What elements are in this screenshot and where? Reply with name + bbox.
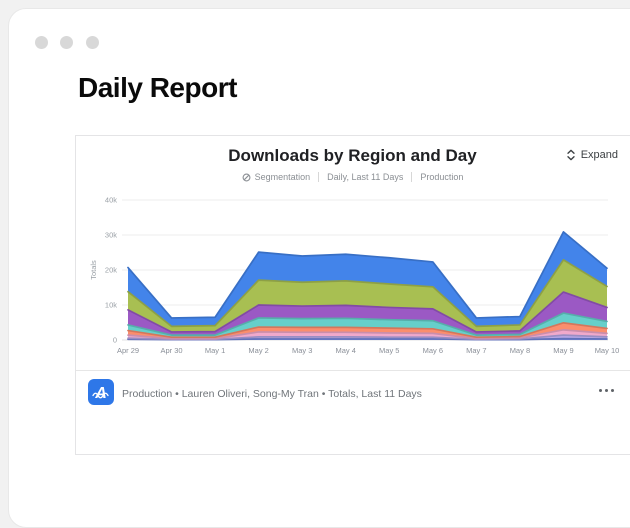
- expand-collapse-icon: [566, 149, 575, 161]
- chart-subtitle: Segmentation Daily, Last 11 Days Product…: [75, 172, 630, 182]
- more-menu-button[interactable]: [599, 389, 614, 392]
- window-control-dot: [86, 36, 99, 49]
- report-footer: A Production • Lauren Oliveri, Song-My T…: [76, 370, 630, 412]
- downloads-chart[interactable]: 0 10k 20k 30k 40k Totals Apr 29 Apr 30 May 1 May …: [86, 193, 620, 363]
- svg-text:May 5: May 5: [379, 346, 399, 355]
- svg-text:Totals: Totals: [89, 260, 98, 280]
- window-control-dot: [60, 36, 73, 49]
- insights-app-icon: A: [88, 379, 114, 405]
- segmentation-label: Segmentation: [254, 172, 311, 182]
- expand-button[interactable]: Expand: [566, 149, 618, 161]
- ellipsis-icon: [611, 389, 614, 392]
- chart-title: Downloads by Region and Day: [228, 146, 477, 165]
- svg-text:May 4: May 4: [336, 346, 356, 355]
- svg-text:0: 0: [113, 336, 117, 345]
- svg-text:Apr 29: Apr 29: [117, 346, 139, 355]
- svg-text:40k: 40k: [105, 196, 117, 205]
- report-meta-text: Production • Lauren Oliveri, Song-My Tra…: [122, 388, 422, 400]
- svg-text:May 7: May 7: [466, 346, 486, 355]
- svg-text:May 9: May 9: [553, 346, 573, 355]
- svg-text:May 10: May 10: [595, 346, 620, 355]
- expand-label: Expand: [580, 149, 618, 161]
- svg-text:A: A: [94, 385, 107, 402]
- window-control-dot: [35, 36, 48, 49]
- svg-text:10k: 10k: [105, 301, 117, 310]
- svg-text:30k: 30k: [105, 231, 117, 240]
- svg-text:Apr 30: Apr 30: [160, 346, 182, 355]
- environment-label: Production: [420, 172, 464, 182]
- date-range-label: Daily, Last 11 Days: [327, 172, 404, 182]
- subtitle-separator: [318, 172, 320, 182]
- segmentation-chip: Segmentation: [242, 172, 311, 182]
- svg-text:May 2: May 2: [248, 346, 268, 355]
- ellipsis-icon: [605, 389, 608, 392]
- subtitle-separator: [411, 172, 413, 182]
- svg-text:May 1: May 1: [205, 346, 225, 355]
- segmentation-icon: [242, 173, 251, 181]
- page-title: Daily Report: [78, 72, 237, 103]
- svg-text:May 3: May 3: [292, 346, 312, 355]
- svg-text:May 8: May 8: [510, 346, 530, 355]
- svg-text:20k: 20k: [105, 266, 117, 275]
- ellipsis-icon: [599, 389, 602, 392]
- svg-text:May 6: May 6: [423, 346, 443, 355]
